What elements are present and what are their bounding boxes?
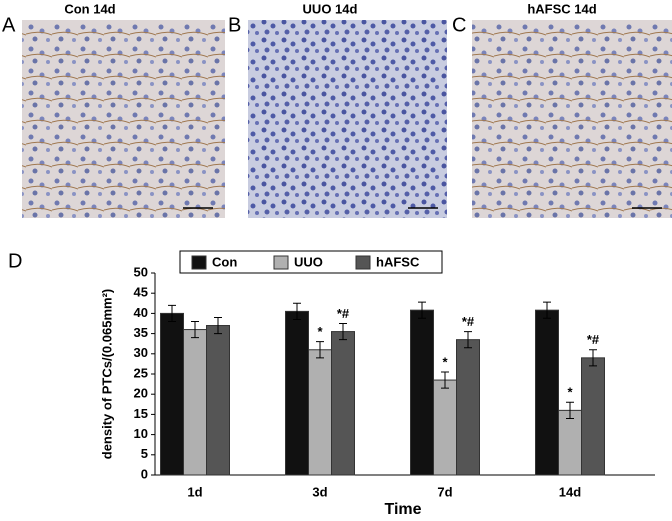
bar xyxy=(308,349,332,476)
y-tick-label: 25 xyxy=(134,365,148,380)
significance-label: * xyxy=(567,385,573,400)
bar xyxy=(183,329,207,476)
error-bar xyxy=(418,301,426,319)
significance-label: *# xyxy=(462,314,475,329)
x-tick-label: 14d xyxy=(559,484,581,499)
x-axis-label: Time xyxy=(384,501,421,518)
bar xyxy=(433,379,457,476)
y-tick-label: 35 xyxy=(134,325,148,340)
legend-swatch xyxy=(191,255,207,270)
y-tick-label: 45 xyxy=(134,285,148,300)
y-tick-label: 30 xyxy=(134,345,148,360)
legend-swatch xyxy=(273,255,289,270)
panel-label: C xyxy=(452,14,466,36)
error-bar xyxy=(191,320,199,339)
significance-label: * xyxy=(442,354,448,369)
bar xyxy=(581,357,605,476)
bar xyxy=(558,409,582,476)
bar xyxy=(410,309,434,476)
error-bar xyxy=(464,331,472,349)
y-tick-label: 20 xyxy=(134,386,148,401)
bar xyxy=(331,331,355,476)
error-bar xyxy=(441,371,449,389)
legend-label: UUO xyxy=(294,254,323,269)
bar xyxy=(535,309,559,476)
x-tick-label: 1d xyxy=(187,484,202,499)
micrograph xyxy=(248,20,447,218)
error-bar xyxy=(339,323,347,341)
panel-label: A xyxy=(2,14,16,36)
legend xyxy=(179,250,443,274)
x-tick-label: 3d xyxy=(312,484,327,499)
bar xyxy=(206,325,230,476)
significance-label: *# xyxy=(337,306,350,321)
bar xyxy=(285,310,309,476)
y-tick-label: 50 xyxy=(134,264,148,279)
micrograph xyxy=(472,20,672,218)
micrograph xyxy=(22,20,225,218)
panel-label: B xyxy=(228,14,241,36)
legend-swatch xyxy=(355,255,371,270)
error-bar xyxy=(566,401,574,419)
panel-title: UUO 14d xyxy=(303,1,358,16)
y-tick-label: 10 xyxy=(134,426,148,441)
error-bar xyxy=(214,316,222,335)
y-axis-label: density of PTCs/(0.065mm²) xyxy=(99,289,114,460)
error-bar xyxy=(589,349,597,367)
y-tick-label: 5 xyxy=(141,446,148,461)
panel-label: D xyxy=(8,250,22,272)
y-tick-label: 0 xyxy=(141,466,148,481)
x-tick-label: 7d xyxy=(437,484,452,499)
bar xyxy=(456,339,480,476)
error-bar xyxy=(168,304,176,322)
legend-label: Con xyxy=(212,254,237,269)
significance-label: *# xyxy=(587,332,600,347)
y-tick-label: 40 xyxy=(134,305,148,320)
panel-title: hAFSC 14d xyxy=(527,1,596,16)
y-tick-label: 15 xyxy=(134,406,148,421)
significance-label: * xyxy=(317,324,323,339)
error-bar xyxy=(316,341,324,359)
bar xyxy=(160,312,184,476)
panel-title: Con 14d xyxy=(64,1,115,16)
legend-label: hAFSC xyxy=(376,254,420,269)
error-bar xyxy=(543,301,551,319)
error-bar xyxy=(293,302,301,320)
